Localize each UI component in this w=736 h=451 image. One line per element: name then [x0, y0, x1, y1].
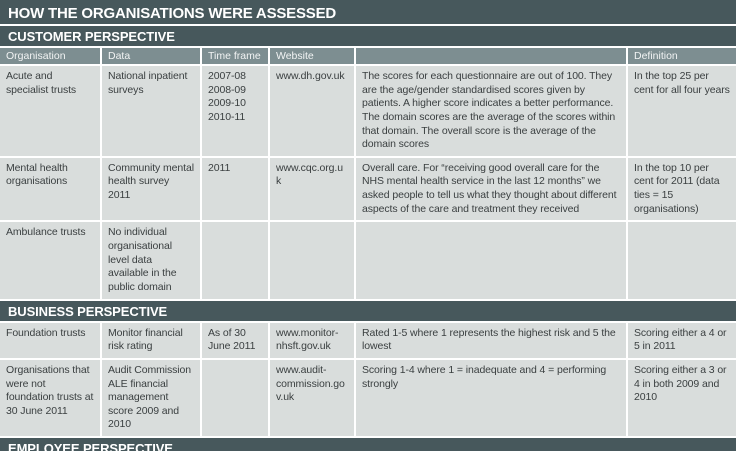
- section-label: CUSTOMER PERSPECTIVE: [0, 26, 736, 48]
- cell-website: www.audit-commission.gov.uk: [270, 359, 356, 439]
- column-header-organisation: Organisation: [0, 48, 102, 66]
- cell-definition: Scoring either a 3 or 4 in both 2009 and…: [628, 359, 736, 439]
- column-header-data: Data: [102, 48, 202, 66]
- cell-description: Overall care. For “receiving good overal…: [356, 157, 628, 223]
- cell-website: www.cqc.org.uk: [270, 157, 356, 223]
- column-header-blank: [356, 48, 628, 66]
- column-header-row: Organisation Data Time frame Website Definit…: [0, 48, 736, 66]
- section-bar: EMPLOYEE PERSPECTIVE: [0, 438, 736, 451]
- cell-definition: In the top 25 per cent for all four year…: [628, 66, 736, 158]
- cell-organisation: Acute and specialist trusts: [0, 66, 102, 158]
- cell-website: www.dh.gov.uk: [270, 66, 356, 158]
- table-row: Ambulance trusts No individual organisati…: [0, 222, 736, 301]
- cell-website: [270, 222, 356, 301]
- cell-website: www.monitor-nhsft.gov.uk: [270, 322, 356, 360]
- cell-time-frame: 2007-08 2008-09 2009-10 2010-11: [202, 66, 270, 158]
- cell-organisation: Mental health organisations: [0, 157, 102, 223]
- cell-data: No individual organisational level data …: [102, 222, 202, 301]
- section-bar: BUSINESS PERSPECTIVE: [0, 300, 736, 323]
- cell-data: Audit Commission ALE financial managemen…: [102, 359, 202, 439]
- section-bar: CUSTOMER PERSPECTIVE: [0, 26, 736, 48]
- cell-time-frame: 2011: [202, 157, 270, 223]
- cell-data: National inpatient surveys: [102, 66, 202, 158]
- cell-organisation: Organisations that were not foundation t…: [0, 359, 102, 439]
- page-title: HOW THE ORGANISATIONS WERE ASSESSED: [0, 0, 736, 26]
- table-row: Foundation trusts Monitor financial risk …: [0, 322, 736, 360]
- cell-description: [356, 222, 628, 301]
- cell-data: Community mental health survey 2011: [102, 157, 202, 223]
- cell-organisation: Ambulance trusts: [0, 222, 102, 301]
- table-row: Acute and specialist trusts National inpa…: [0, 66, 736, 158]
- cell-time-frame: As of 30 June 2011: [202, 322, 270, 360]
- cell-definition: [628, 222, 736, 301]
- cell-definition: In the top 10 per cent for 2011 (data ti…: [628, 157, 736, 223]
- column-header-definition: Definition: [628, 48, 736, 66]
- section-label: EMPLOYEE PERSPECTIVE: [0, 438, 736, 451]
- cell-description: The scores for each questionnaire are ou…: [356, 66, 628, 158]
- cell-time-frame: [202, 222, 270, 301]
- section-label: BUSINESS PERSPECTIVE: [0, 300, 736, 323]
- cell-description: Scoring 1-4 where 1 = inadequate and 4 =…: [356, 359, 628, 439]
- cell-description: Rated 1-5 where 1 represents the highest…: [356, 322, 628, 360]
- column-header-time-frame: Time frame: [202, 48, 270, 66]
- table-row: Mental health organisations Community men…: [0, 157, 736, 223]
- assessment-grid: CUSTOMER PERSPECTIVE Organisation Data Time…: [0, 26, 736, 451]
- cell-time-frame: [202, 359, 270, 439]
- cell-data: Monitor financial risk rating: [102, 322, 202, 360]
- column-header-website: Website: [270, 48, 356, 66]
- table-row: Organisations that were not foundation t…: [0, 359, 736, 439]
- cell-organisation: Foundation trusts: [0, 322, 102, 360]
- cell-definition: Scoring either a 4 or 5 in 2011: [628, 322, 736, 360]
